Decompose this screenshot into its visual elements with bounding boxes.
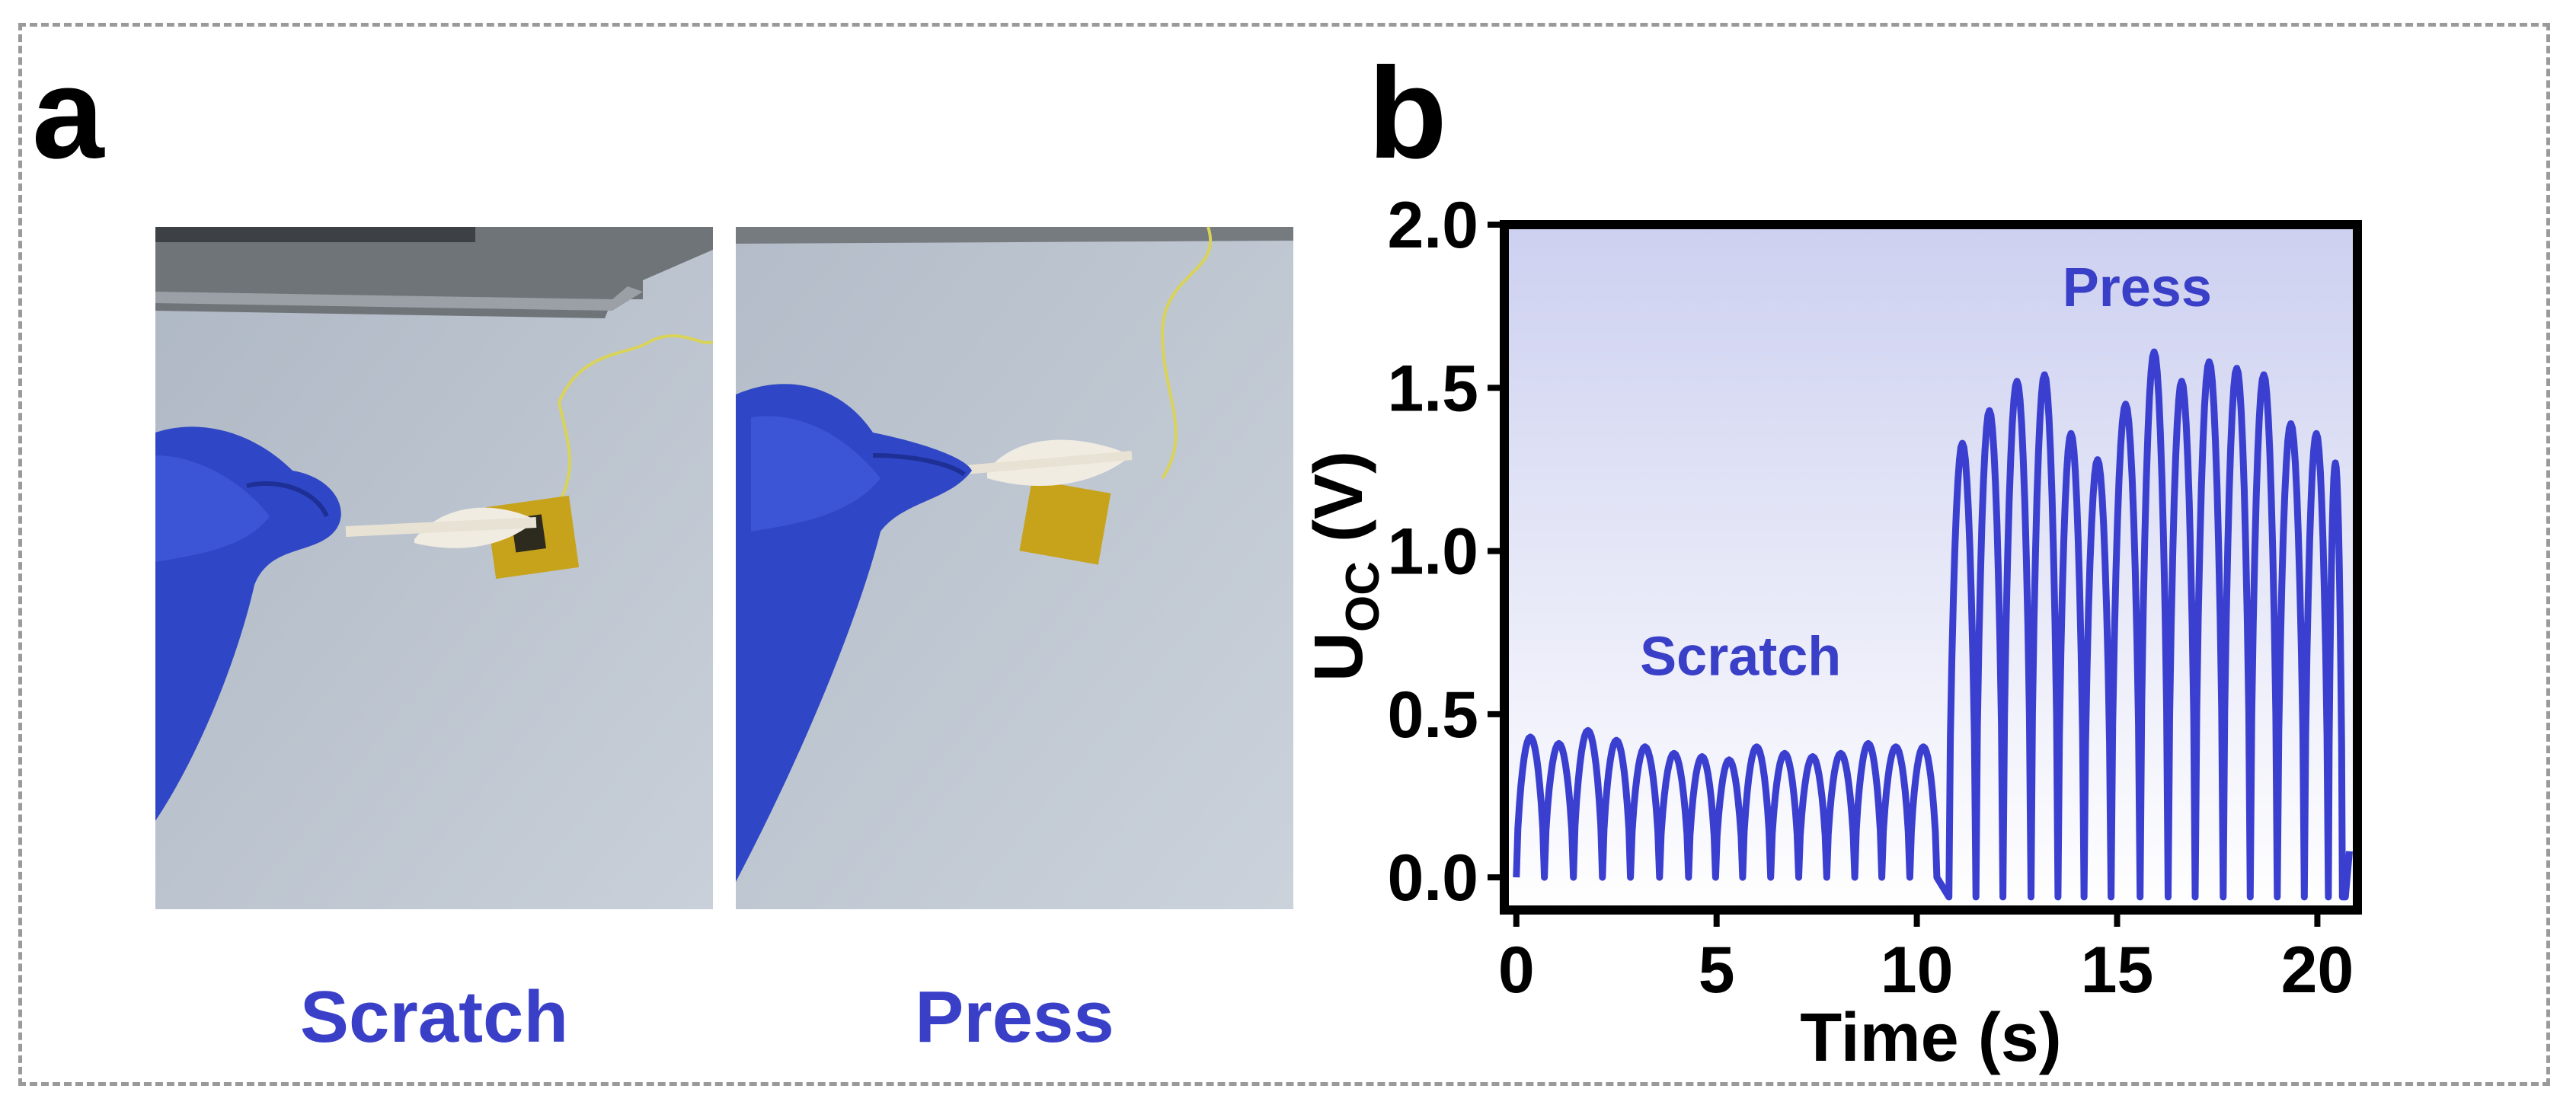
photo-hand-scratch-feather-sensor-icon	[155, 227, 713, 909]
x-axis-label: Time (s)	[1800, 1000, 2061, 1076]
x-tick-label: 20	[2281, 934, 2354, 1007]
chart-annotation: Scratch	[1640, 626, 1841, 687]
panel-b-label: b	[1368, 41, 1447, 186]
y-tick-label: 1.5	[1387, 352, 1478, 425]
y-axis-label: UOC (V)	[1301, 451, 1389, 682]
y-tick-label: 2.0	[1387, 189, 1478, 262]
chart-annotation: Press	[2063, 257, 2212, 318]
x-tick-label: 5	[1699, 934, 1735, 1007]
x-tick-label: 15	[2081, 934, 2154, 1007]
y-tick-label: 0.0	[1387, 841, 1478, 915]
x-tick-label: 0	[1498, 934, 1535, 1007]
plot-frame	[1500, 220, 2362, 915]
photo-scratch-caption: Scratch	[299, 976, 569, 1058]
panel-a-label: a	[32, 41, 104, 186]
photo-scratch	[155, 227, 713, 909]
y-tick-label: 0.5	[1387, 679, 1478, 752]
y-tick-label: 1.0	[1387, 516, 1478, 589]
x-tick-label: 10	[1881, 934, 1954, 1007]
series-line-uoc	[1513, 348, 2353, 901]
figure-frame	[18, 23, 2550, 1086]
photo-press	[736, 227, 1293, 909]
photo-hand-press-feather-sensor-icon	[736, 227, 1293, 909]
photo-press-caption: Press	[915, 976, 1114, 1058]
